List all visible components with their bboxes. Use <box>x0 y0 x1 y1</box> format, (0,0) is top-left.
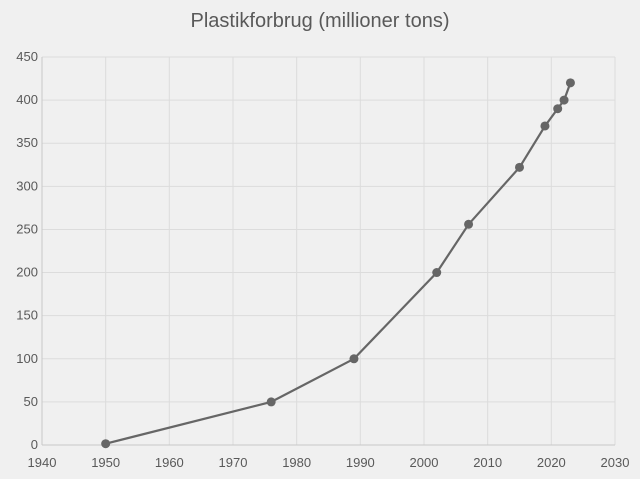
x-tick-label: 1940 <box>28 455 57 470</box>
y-tick-label: 100 <box>16 351 38 366</box>
data-point <box>432 268 442 278</box>
data-point <box>565 78 575 88</box>
tick-labels: 0 50 100 150 200 250 300 350 400 450 1940 1950 1960 1… <box>16 49 629 470</box>
y-tick-label: 200 <box>16 265 38 280</box>
y-tick-label: 400 <box>16 92 38 107</box>
y-tick-label: 350 <box>16 135 38 150</box>
data-point <box>349 354 359 364</box>
data-point <box>540 121 550 131</box>
x-tick-label: 1980 <box>282 455 311 470</box>
data-point <box>464 219 474 229</box>
data-point <box>553 104 563 114</box>
x-tick-label: 2030 <box>601 455 630 470</box>
x-tick-label: 2010 <box>473 455 502 470</box>
x-tick-label: 1990 <box>346 455 375 470</box>
data-point <box>101 439 111 449</box>
y-tick-label: 300 <box>16 178 38 193</box>
grid-layer <box>42 56 616 445</box>
x-tick-label: 1970 <box>219 455 248 470</box>
y-tick-label: 50 <box>24 394 38 409</box>
x-tick-label: 1950 <box>91 455 120 470</box>
data-point <box>266 397 276 407</box>
x-tick-label: 2020 <box>537 455 566 470</box>
data-point <box>515 162 524 172</box>
x-tick-label: 1960 <box>155 455 184 470</box>
y-tick-label: 250 <box>16 221 38 236</box>
y-tick-label: 150 <box>16 308 38 323</box>
chart-title: Plastikforbrug (millioner tons) <box>190 10 450 32</box>
x-tick-label: 2000 <box>410 455 439 470</box>
data-point <box>559 95 569 105</box>
y-tick-label: 0 <box>31 437 38 452</box>
series-layer <box>101 78 575 449</box>
series-line <box>105 82 572 445</box>
y-tick-label: 450 <box>16 49 38 64</box>
axis-layer <box>41 57 615 446</box>
